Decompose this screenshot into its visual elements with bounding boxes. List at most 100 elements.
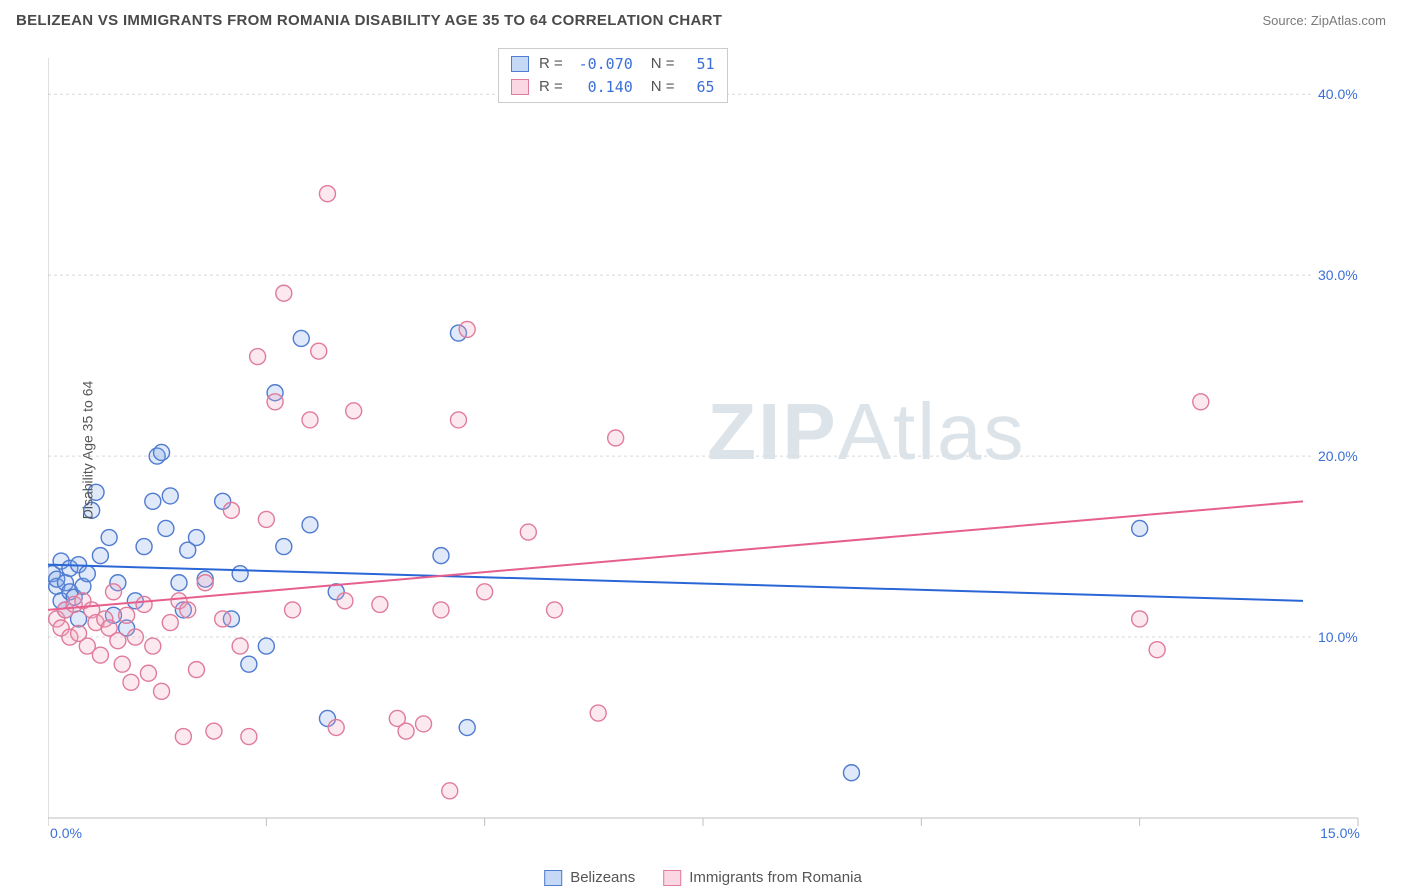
data-point xyxy=(459,321,475,337)
data-point xyxy=(302,412,318,428)
correlation-stats-box: R = -0.070 N = 51 R = 0.140 N = 65 xyxy=(498,48,728,103)
stat-r-value: 0.140 xyxy=(573,76,633,99)
stats-row: R = -0.070 N = 51 xyxy=(511,53,715,76)
data-point xyxy=(106,584,122,600)
data-point xyxy=(293,330,309,346)
data-point xyxy=(101,530,117,546)
svg-text:20.0%: 20.0% xyxy=(1318,448,1358,464)
data-point xyxy=(1132,520,1148,536)
legend-swatch xyxy=(544,870,562,886)
svg-text:30.0%: 30.0% xyxy=(1318,267,1358,283)
data-point xyxy=(267,394,283,410)
data-point xyxy=(311,343,327,359)
chart-area: Disability Age 35 to 64 10.0% 20.0% 30.0% 4… xyxy=(48,48,1396,852)
trend-line xyxy=(48,501,1303,610)
stat-n-value: 51 xyxy=(685,53,715,76)
data-point xyxy=(285,602,301,618)
data-point xyxy=(276,285,292,301)
svg-text:0.0%: 0.0% xyxy=(50,825,82,838)
data-point xyxy=(477,584,493,600)
stat-r-label: R = xyxy=(539,53,563,76)
data-point xyxy=(459,720,475,736)
data-point xyxy=(346,403,362,419)
data-point xyxy=(197,575,213,591)
data-point xyxy=(180,602,196,618)
data-point xyxy=(232,638,248,654)
data-point xyxy=(520,524,536,540)
data-point xyxy=(110,633,126,649)
data-point xyxy=(843,765,859,781)
data-point xyxy=(188,662,204,678)
data-point xyxy=(398,723,414,739)
svg-text:15.0%: 15.0% xyxy=(1320,825,1360,838)
y-axis-label: Disability Age 35 to 64 xyxy=(79,381,95,520)
data-point xyxy=(92,647,108,663)
data-point xyxy=(171,575,187,591)
data-point xyxy=(433,602,449,618)
data-point xyxy=(136,596,152,612)
data-point xyxy=(158,520,174,536)
data-point xyxy=(241,729,257,745)
source-name: ZipAtlas.com xyxy=(1311,13,1386,28)
data-point xyxy=(145,638,161,654)
chart-title: BELIZEAN VS IMMIGRANTS FROM ROMANIA DISA… xyxy=(16,12,722,29)
data-point xyxy=(79,566,95,582)
data-point xyxy=(258,511,274,527)
data-point xyxy=(145,493,161,509)
data-point xyxy=(162,615,178,631)
data-point xyxy=(442,783,458,799)
chart-header: BELIZEAN VS IMMIGRANTS FROM ROMANIA DISA… xyxy=(0,0,1406,37)
data-point xyxy=(114,656,130,672)
data-point xyxy=(1149,642,1165,658)
trend-line xyxy=(48,565,1303,601)
chart-legend: Belizeans Immigrants from Romania xyxy=(544,869,862,886)
stats-row: R = 0.140 N = 65 xyxy=(511,76,715,99)
data-point xyxy=(140,665,156,681)
svg-text:ZIPAtlas: ZIPAtlas xyxy=(707,387,1025,476)
data-point xyxy=(92,548,108,564)
data-point xyxy=(372,596,388,612)
data-point xyxy=(1193,394,1209,410)
data-point xyxy=(215,611,231,627)
data-point xyxy=(223,502,239,518)
data-point xyxy=(250,349,266,365)
series-swatch xyxy=(511,79,529,95)
series-swatch xyxy=(511,56,529,72)
data-point xyxy=(162,488,178,504)
legend-label: Immigrants from Romania xyxy=(689,869,862,886)
data-point xyxy=(608,430,624,446)
data-point xyxy=(241,656,257,672)
data-point xyxy=(127,629,143,645)
source-attribution: Source: ZipAtlas.com xyxy=(1262,13,1386,28)
data-point xyxy=(123,674,139,690)
data-point xyxy=(590,705,606,721)
data-point xyxy=(1132,611,1148,627)
data-point xyxy=(154,683,170,699)
stat-n-label: N = xyxy=(651,76,675,99)
stat-n-label: N = xyxy=(651,53,675,76)
stat-r-label: R = xyxy=(539,76,563,99)
data-point xyxy=(232,566,248,582)
data-point xyxy=(136,539,152,555)
data-point xyxy=(119,607,135,623)
svg-text:10.0%: 10.0% xyxy=(1318,629,1358,645)
stat-n-value: 65 xyxy=(685,76,715,99)
data-point xyxy=(206,723,222,739)
data-point xyxy=(328,720,344,736)
scatter-chart: 10.0% 20.0% 30.0% 40.0% ZIPAtlas 0.0% 15.0% xyxy=(48,48,1368,838)
data-point xyxy=(319,186,335,202)
data-point xyxy=(547,602,563,618)
data-point xyxy=(258,638,274,654)
source-prefix: Source: xyxy=(1262,13,1310,28)
data-point xyxy=(154,444,170,460)
data-point xyxy=(175,729,191,745)
legend-label: Belizeans xyxy=(570,869,635,886)
legend-swatch xyxy=(663,870,681,886)
legend-item: Belizeans xyxy=(544,869,635,886)
data-point xyxy=(276,539,292,555)
legend-item: Immigrants from Romania xyxy=(663,869,862,886)
stat-r-value: -0.070 xyxy=(573,53,633,76)
svg-text:40.0%: 40.0% xyxy=(1318,86,1358,102)
data-point xyxy=(337,593,353,609)
data-point xyxy=(450,412,466,428)
